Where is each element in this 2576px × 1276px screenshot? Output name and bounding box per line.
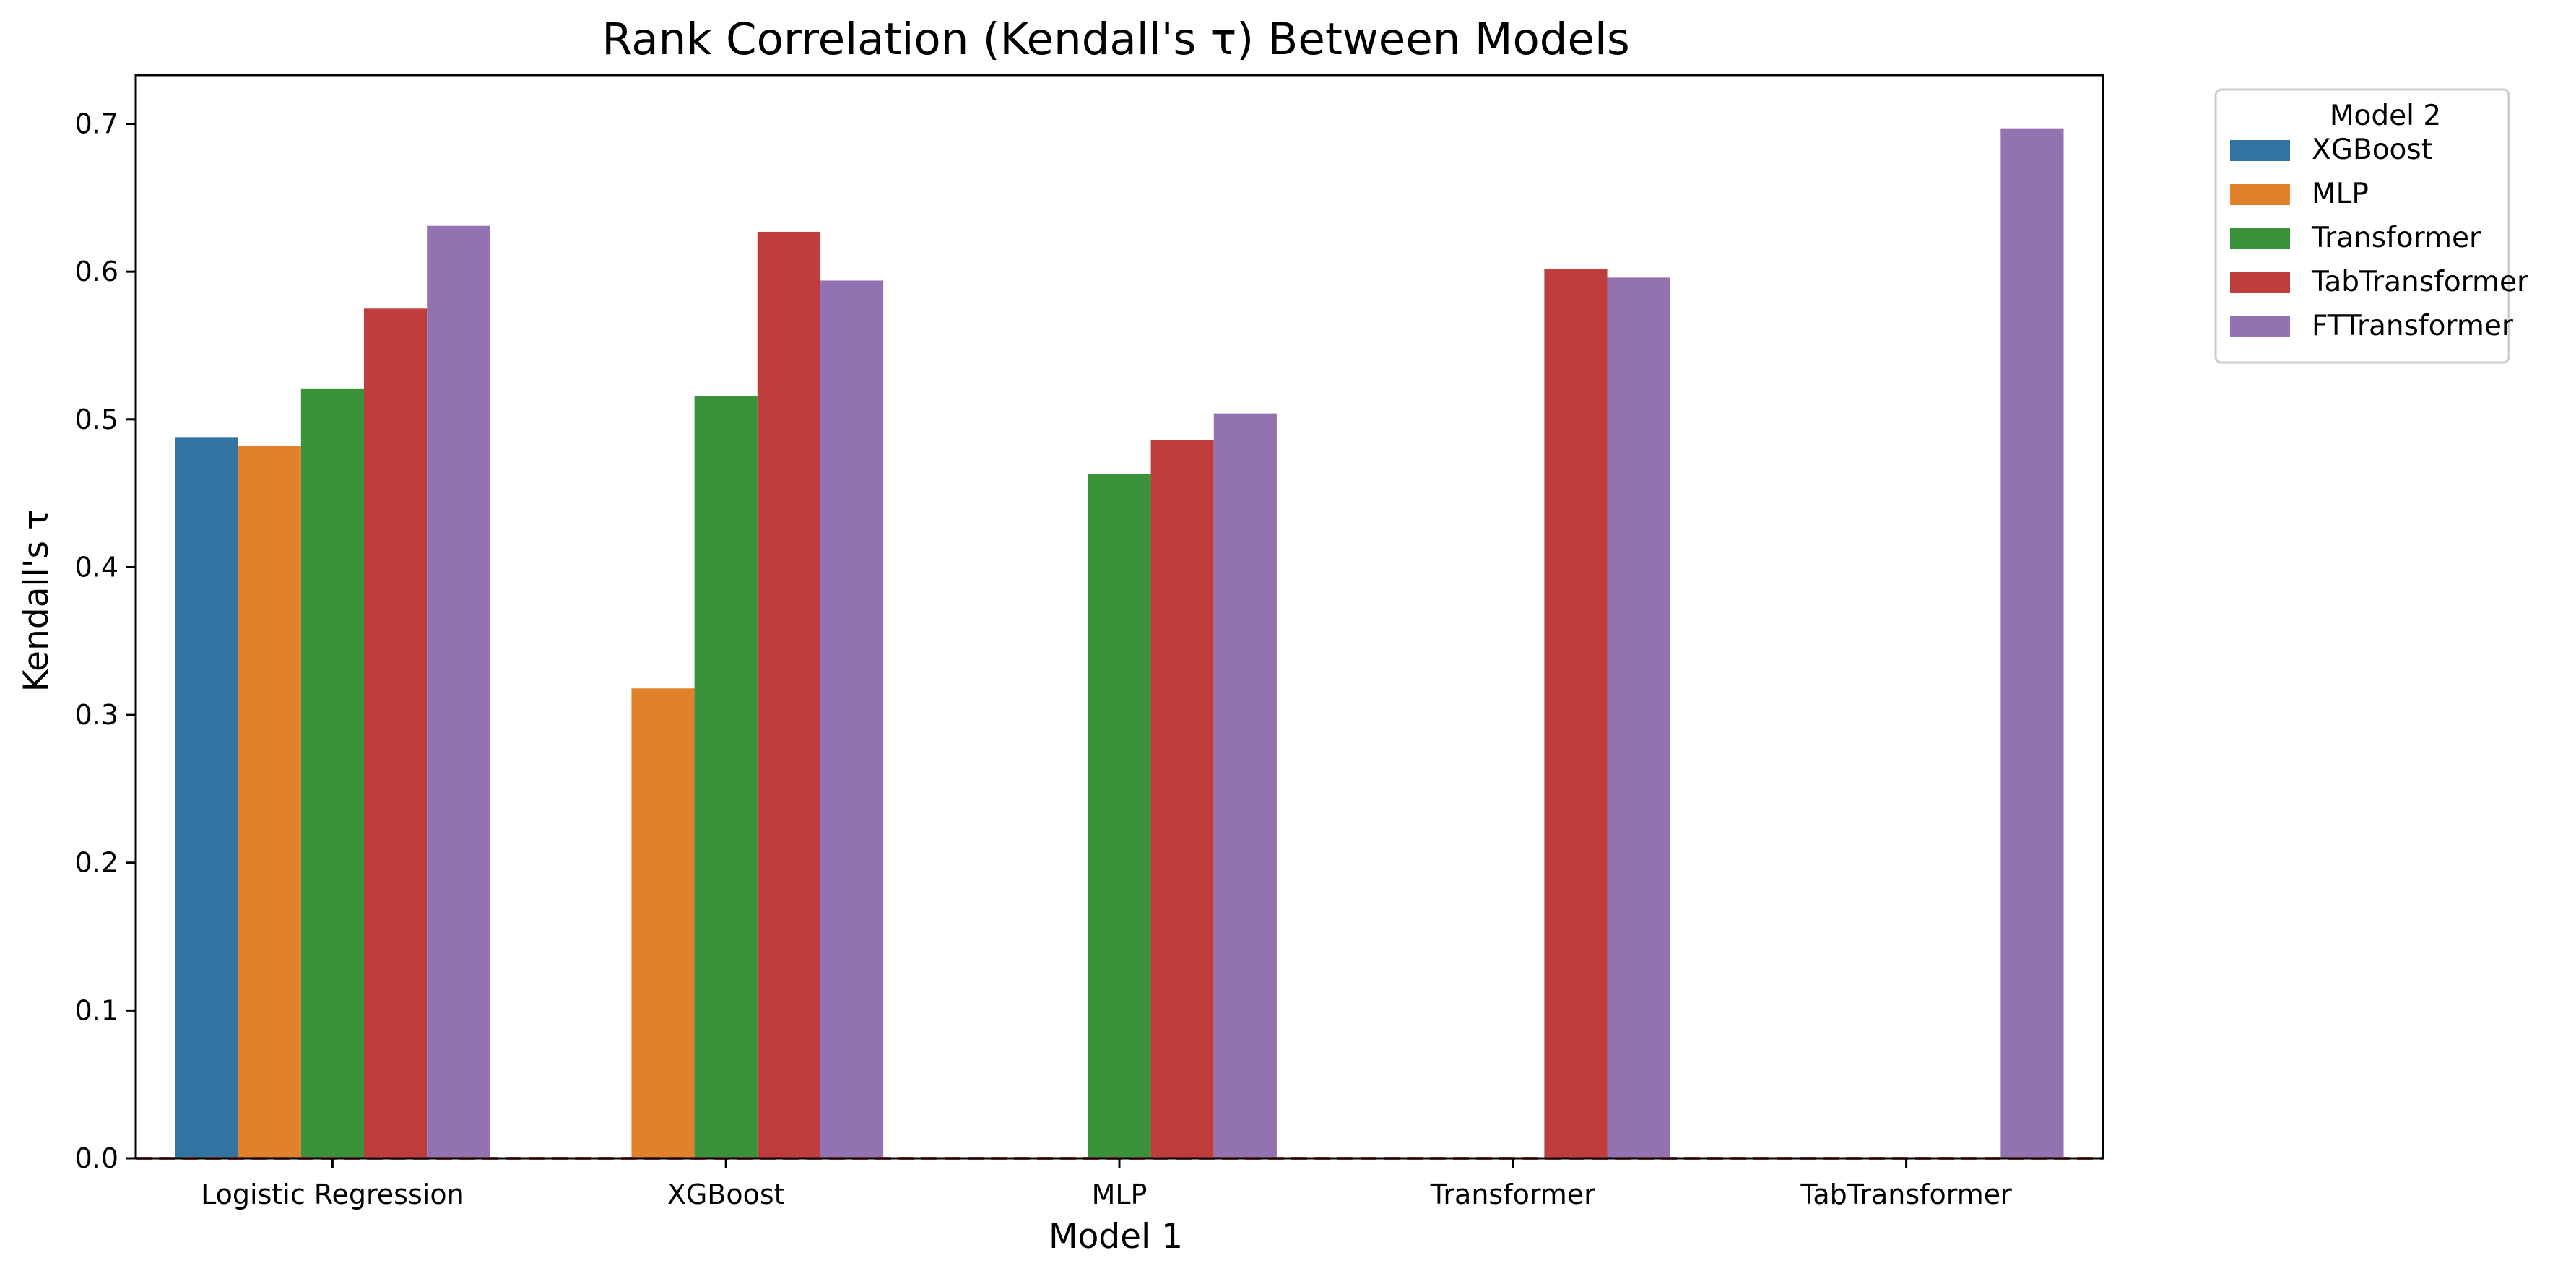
legend-label-tabtransformer: TabTransformer xyxy=(2311,266,2529,298)
y-tick-label: 0.1 xyxy=(75,994,118,1026)
legend-swatch-tabtransformer xyxy=(2230,272,2290,293)
bar-logistic-regression-mlp xyxy=(238,446,301,1158)
legend-label-fttransformer: FTTransformer xyxy=(2312,310,2514,342)
x-axis: Logistic Regression XGBoost MLP Transformer… xyxy=(201,1158,2012,1210)
bar-logistic-regression-tabtransformer xyxy=(363,308,428,1158)
y-tick-label: 0.3 xyxy=(75,699,118,731)
y-tick-label: 0.7 xyxy=(75,108,118,140)
y-tick-label: 0.5 xyxy=(75,404,118,435)
bar-xgboost-tabtransformer xyxy=(757,231,820,1159)
legend-swatch-transformer xyxy=(2230,228,2290,249)
x-tick-label: Transformer xyxy=(1430,1179,1595,1210)
legend-title: Model 2 xyxy=(2330,100,2441,132)
bar-mlp-transformer xyxy=(1088,474,1151,1158)
bar-mlp-tabtransformer xyxy=(1150,440,1214,1158)
legend-items: XGBoost MLP Transformer TabTransformer FTTra… xyxy=(2230,134,2529,342)
legend-label-xgboost: XGBoost xyxy=(2312,134,2432,166)
x-tick-label: TabTransformer xyxy=(1800,1179,2012,1210)
legend-label-transformer: Transformer xyxy=(2311,222,2481,254)
x-tick-label: XGBoost xyxy=(667,1179,785,1210)
bar-logistic-regression-xgboost xyxy=(175,437,238,1158)
bar-xgboost-transformer xyxy=(694,396,758,1159)
y-axis-label: Kendall's τ xyxy=(17,510,56,693)
y-axis: 0.0 0.1 0.2 0.3 0.4 0.5 0.6 0.7 xyxy=(75,108,136,1174)
x-axis-label: Model 1 xyxy=(1049,1217,1183,1257)
y-tick-label: 0.4 xyxy=(75,551,118,583)
bar-xgboost-mlp xyxy=(631,688,695,1158)
legend: Model 2 XGBoost MLP Transformer TabTransfor… xyxy=(2214,88,2529,364)
legend-swatch-xgboost xyxy=(2230,140,2290,161)
legend-swatch-mlp xyxy=(2230,184,2290,205)
bar-transformer-fttransformer xyxy=(1607,277,1670,1158)
plot-area: 0.0 0.1 0.2 0.3 0.4 0.5 0.6 0.7 Logistic Regres… xyxy=(75,74,2104,1210)
x-tick-label: MLP xyxy=(1092,1179,1148,1210)
legend-swatch-fttransformer xyxy=(2230,316,2290,337)
bar-tabtransformer-fttransformer xyxy=(2000,128,2064,1159)
bar-transformer-tabtransformer xyxy=(1544,269,1608,1158)
bar-xgboost-fttransformer xyxy=(820,280,884,1158)
y-tick-label: 0.6 xyxy=(75,256,118,287)
bar-mlp-fttransformer xyxy=(1213,413,1277,1159)
x-tick-label: Logistic Regression xyxy=(201,1179,464,1210)
bar-logistic-regression-fttransformer xyxy=(427,225,490,1159)
bars-group xyxy=(175,128,2064,1159)
y-tick-label: 0.2 xyxy=(75,847,118,879)
y-tick-label: 0.0 xyxy=(75,1142,118,1174)
legend-label-mlp: MLP xyxy=(2312,178,2369,210)
bar-logistic-regression-transformer xyxy=(300,388,364,1159)
chart-title: Rank Correlation (Kendall's τ) Between M… xyxy=(602,14,1630,65)
